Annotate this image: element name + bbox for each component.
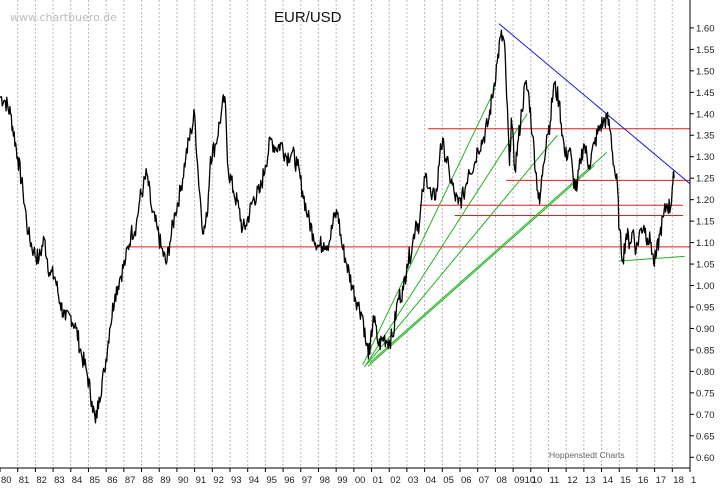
x-tick-label: 98 — [319, 475, 330, 486]
x-tick-label: 87 — [125, 475, 136, 486]
y-tick-label: 0.75 — [696, 388, 715, 399]
x-tick-label: 08 — [496, 475, 507, 486]
y-tick-label: 1.50 — [696, 66, 715, 77]
x-tick-label: 83 — [54, 475, 65, 486]
x-tick-label: 88 — [143, 475, 154, 486]
x-tick-label: 82 — [36, 475, 47, 486]
y-tick-label: 1.20 — [696, 195, 715, 206]
y-tick-label: 1.35 — [696, 131, 715, 142]
x-tick-label: 84 — [72, 475, 83, 486]
x-tick-label: 85 — [89, 475, 100, 486]
y-tick-label: 0.95 — [696, 302, 715, 313]
x-tick-label: 03 — [408, 475, 419, 486]
y-tick-label: 1.45 — [696, 88, 715, 99]
reference-lines — [127, 23, 691, 368]
x-tick-label: 89 — [160, 475, 171, 486]
fan-trend-line — [369, 152, 608, 364]
x-tick-label: 86 — [107, 475, 118, 486]
x-tick-label: 01 — [373, 475, 384, 486]
x-tick-label: 80 — [1, 475, 12, 486]
y-tick-label: 1.40 — [696, 109, 715, 120]
support-trend-line — [619, 255, 685, 262]
y-tick-label: 1.25 — [696, 174, 715, 185]
y-tick-label: 0.60 — [696, 453, 715, 464]
fan-trend-line — [362, 87, 496, 366]
downtrend-trend-line — [498, 23, 691, 185]
y-tick-label: 1.30 — [696, 152, 715, 163]
x-tick-label: 16 — [638, 475, 649, 486]
x-tick-label: 91 — [196, 475, 207, 486]
fan-trend-line — [367, 164, 595, 367]
y-tick-label: 1.05 — [696, 260, 715, 271]
x-tick-label: 90 — [178, 475, 189, 486]
x-tick-label: 18 — [673, 475, 684, 486]
y-tick-label: 1.15 — [696, 217, 715, 228]
credit-text: Hoppenstedt Charts — [549, 450, 625, 460]
x-tick-label: 06 — [461, 475, 472, 486]
x-tick-label: 10 — [532, 475, 543, 486]
x-tick-label: 12 — [567, 475, 578, 486]
x-tick-label: 0910 — [514, 475, 535, 486]
x-tick-label: 81 — [19, 475, 30, 486]
fan-trend-line — [365, 134, 558, 366]
x-tick-label: 02 — [390, 475, 401, 486]
price-line — [0, 29, 675, 424]
x-tick-label: 15 — [620, 475, 631, 486]
x-tick-label: 92 — [213, 475, 224, 486]
x-tick-label: 04 — [426, 475, 437, 486]
x-tick-label: 05 — [443, 475, 454, 486]
x-tick-label: 00 — [355, 475, 366, 486]
y-tick-label: 0.85 — [696, 345, 715, 356]
fan-trend-line — [364, 113, 528, 368]
x-tick-label: 95 — [266, 475, 277, 486]
y-tick-label: 1.60 — [696, 23, 715, 34]
price-series — [0, 29, 675, 424]
x-tick-label: 99 — [337, 475, 348, 486]
y-tick-label: 0.80 — [696, 367, 715, 378]
x-tick-label: 94 — [249, 475, 260, 486]
x-tick-label: 93 — [231, 475, 242, 486]
y-tick-label: 1.55 — [696, 45, 715, 56]
x-tick-label: 97 — [302, 475, 313, 486]
chart-title: EUR/USD — [274, 9, 342, 26]
x-tick-label: 07 — [479, 475, 490, 486]
x-tick-label: 96 — [284, 475, 295, 486]
x-tick-label: 14 — [603, 475, 614, 486]
y-tick-label: 0.65 — [696, 431, 715, 442]
y-tick-label: 0.90 — [696, 324, 715, 335]
gridlines — [17, 0, 673, 468]
x-tick-label: 13 — [585, 475, 596, 486]
watermark-text: www.chartbuero.de — [10, 11, 117, 24]
x-tick-label: 1 — [691, 475, 696, 486]
x-tick-label: 17 — [656, 475, 667, 486]
y-tick-label: 1.10 — [696, 238, 715, 249]
x-tick-label: 11 — [549, 475, 559, 486]
y-tick-label: 1.00 — [696, 281, 715, 292]
y-tick-label: 0.70 — [696, 410, 715, 421]
